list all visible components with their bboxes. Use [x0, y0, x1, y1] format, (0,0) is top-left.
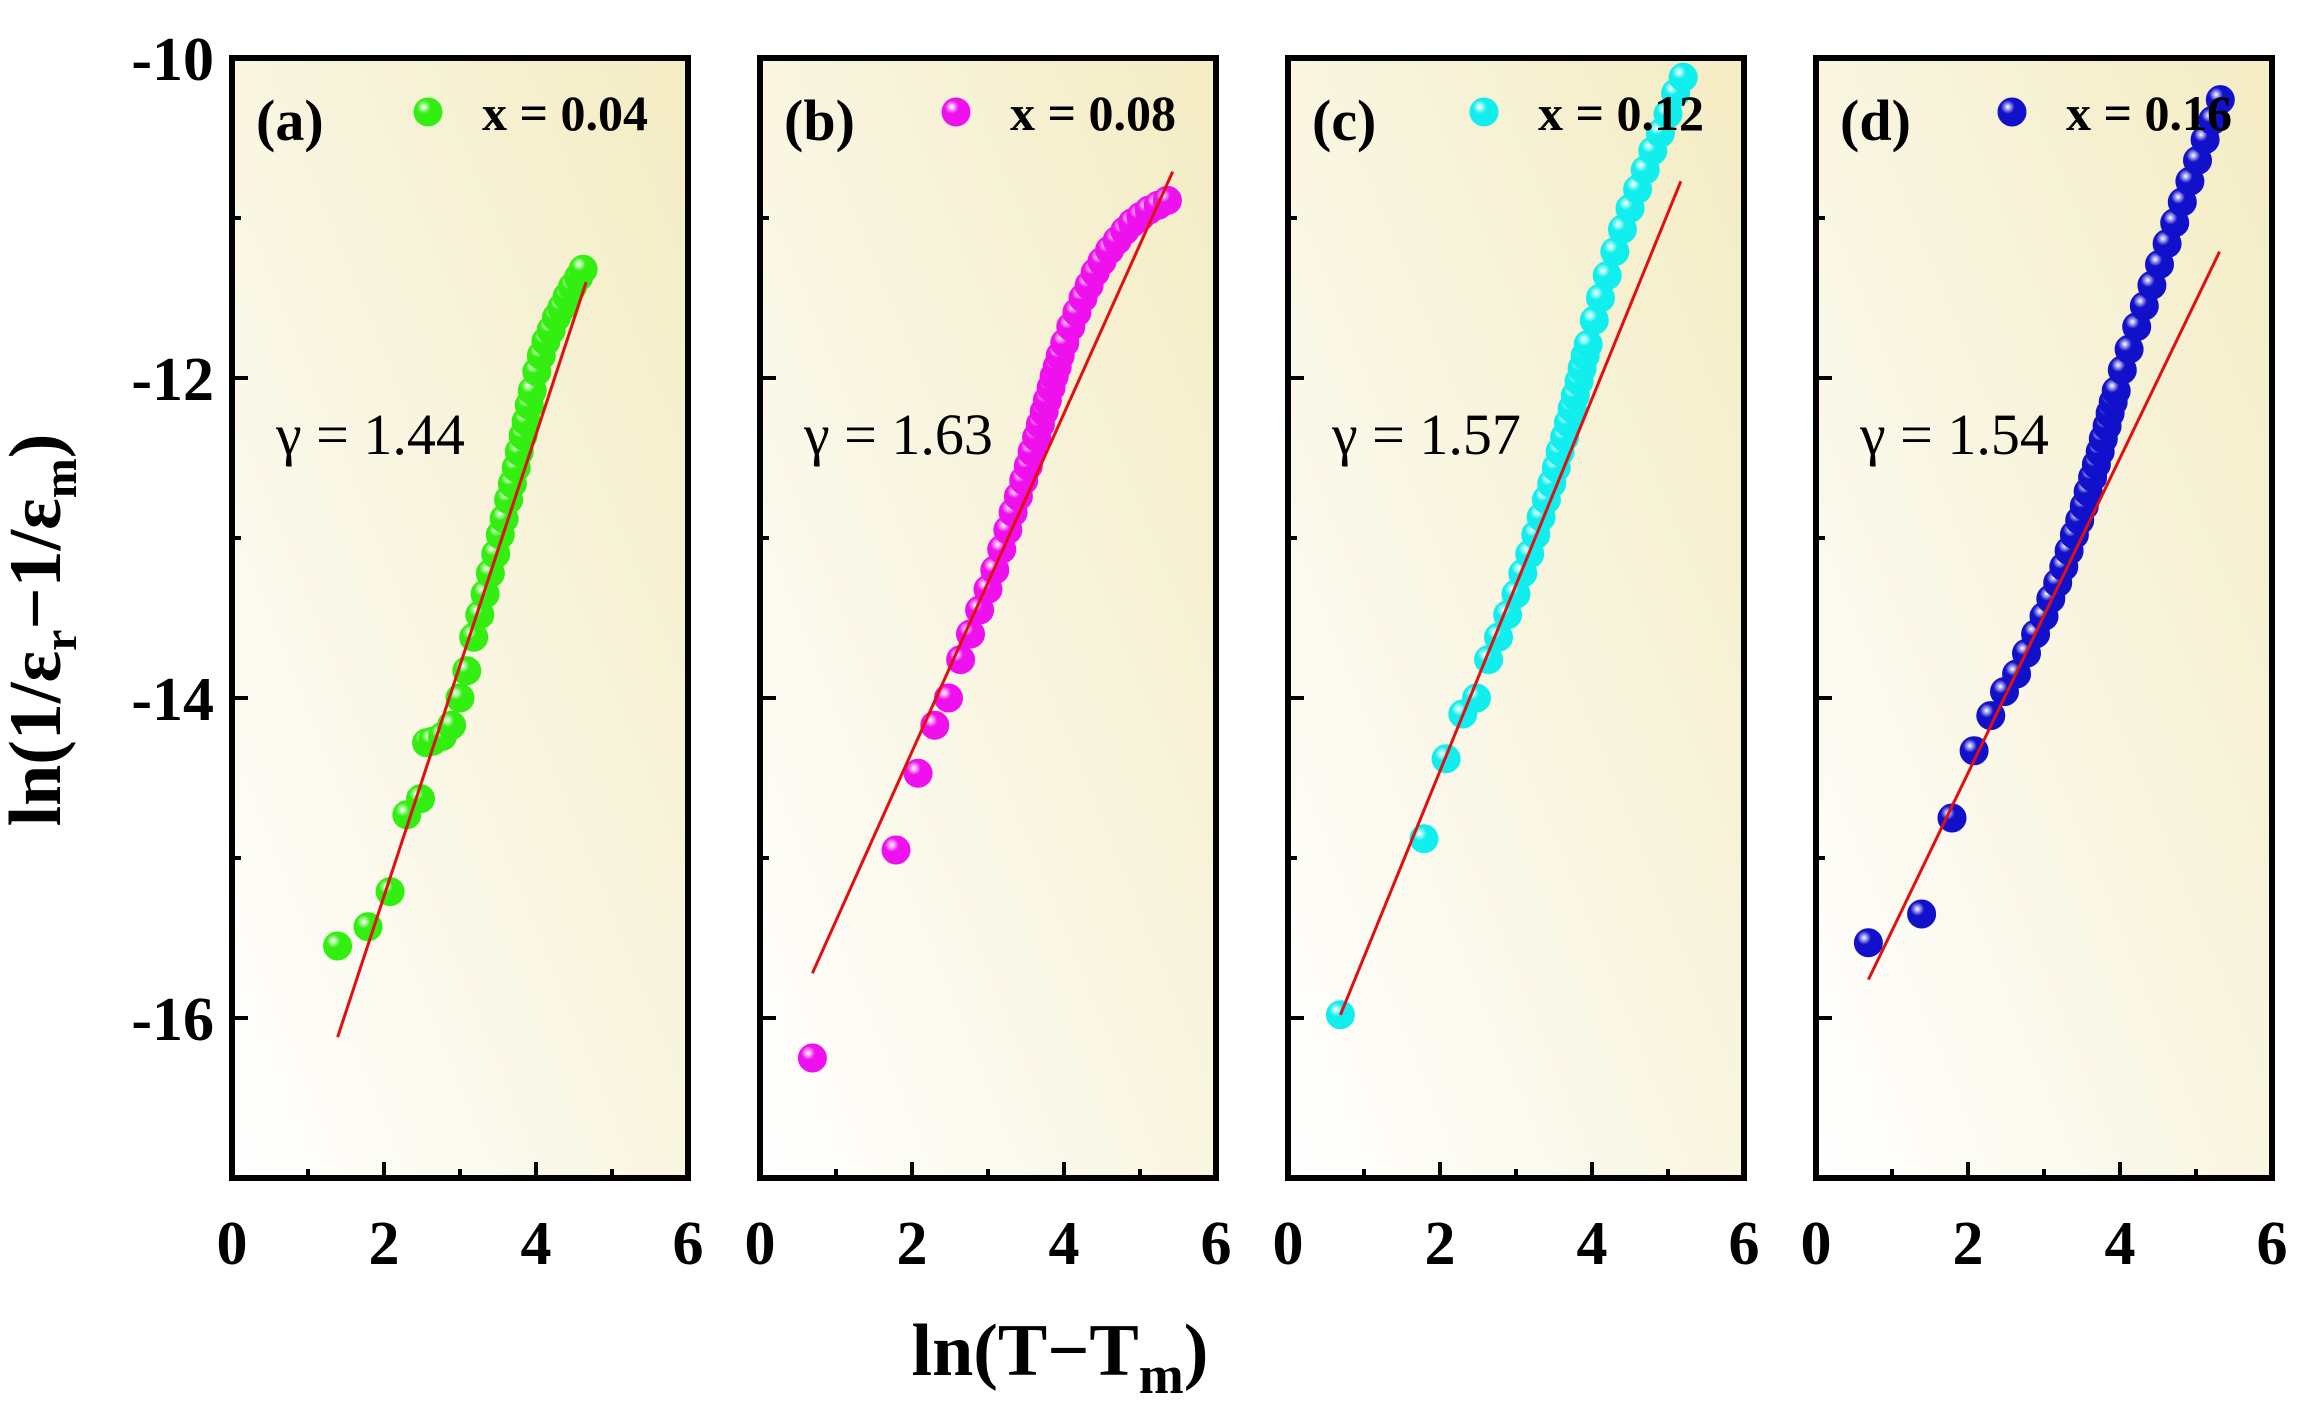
- x-tick-label: 2: [369, 1210, 400, 1278]
- fit-line: [336, 281, 588, 1038]
- data-point: [1409, 824, 1439, 854]
- x-tick-label: 0: [217, 1210, 248, 1278]
- data-point: [437, 710, 467, 740]
- data-point: [1907, 899, 1937, 929]
- x-axis-title-main: ln(T−T: [912, 1310, 1139, 1392]
- panel-label: (c): [1312, 88, 1376, 153]
- x-tick-label: 6: [1729, 1210, 1760, 1278]
- x-tick-label: 6: [1201, 1210, 1232, 1278]
- panel-b: 0 2 4 6 (b) x = 0.08 γ = 1.63: [745, 55, 1232, 1278]
- y-axis-title-main: ln(1/ε: [0, 651, 77, 827]
- x-tick-label: 0: [1801, 1210, 1832, 1278]
- y-tick-label: -14: [131, 666, 214, 734]
- panel-label: (d): [1840, 88, 1911, 153]
- x-tick-label: 2: [897, 1210, 928, 1278]
- data-point: [797, 1043, 827, 1073]
- fit-line: [1867, 250, 2221, 981]
- legend-marker: [1997, 97, 2027, 127]
- data-point: [1853, 928, 1883, 958]
- legend-label: x = 0.16: [2066, 85, 2232, 141]
- x-tick-label: 0: [1273, 1210, 1304, 1278]
- data-point: [1668, 62, 1698, 92]
- legend-label: x = 0.12: [1538, 85, 1704, 141]
- legend-label: x = 0.04: [482, 85, 648, 141]
- legend-marker: [941, 97, 971, 127]
- y-tick-label: -12: [131, 346, 214, 414]
- x-tick-label: 4: [1049, 1210, 1080, 1278]
- x-tick-label: 6: [2257, 1210, 2288, 1278]
- x-tick-label: 4: [521, 1210, 552, 1278]
- x-axis-title: ln(T−Tm): [912, 1310, 1209, 1405]
- y-axis-title-close: ): [0, 434, 77, 459]
- x-tick-label: 2: [1425, 1210, 1456, 1278]
- data-point: [946, 645, 976, 675]
- legend-label: x = 0.08: [1010, 85, 1176, 141]
- data-point: [1325, 1000, 1355, 1030]
- data-point: [1152, 185, 1182, 215]
- panel-d: 0 2 4 6 (d) x = 0.16 γ = 1.54: [1801, 55, 2288, 1278]
- panel-c: 0 2 4 6 (c) x = 0.12 γ = 1.57: [1273, 55, 1760, 1278]
- gamma-annotation: γ = 1.44: [275, 402, 465, 467]
- panels: 0 2 4 6 -10 -12 -14 -16 (a) x = 0.04 γ = 1.44 0 2 4 6 (…: [131, 26, 2287, 1278]
- y-tick-label: -16: [131, 986, 214, 1054]
- y-tick-label: -10: [131, 26, 214, 94]
- gamma-annotation: γ = 1.63: [803, 402, 993, 467]
- fit-line: [1339, 180, 1683, 1016]
- fit-line: [811, 170, 1175, 974]
- x-tick-label: 4: [2105, 1210, 2136, 1278]
- x-tick-label: 2: [1953, 1210, 1984, 1278]
- y-axis-title-sub-m: m: [34, 458, 87, 498]
- panel-a: 0 2 4 6 -10 -12 -14 -16 (a) x = 0.04 γ = 1.44: [131, 26, 703, 1278]
- y-axis-title: ln(1/εr−1/εm): [0, 434, 87, 827]
- gamma-annotation: γ = 1.54: [1859, 402, 2049, 467]
- x-tick-label: 4: [1577, 1210, 1608, 1278]
- data-point: [934, 683, 963, 713]
- data-point: [2205, 85, 2235, 115]
- x-tick-label: 0: [745, 1210, 776, 1278]
- x-axis-title-close: ): [1184, 1310, 1209, 1392]
- y-axis-title-sub-r: r: [34, 630, 87, 651]
- data-point: [568, 254, 598, 284]
- panel-label: (b): [784, 88, 855, 153]
- x-tick-label: 6: [673, 1210, 704, 1278]
- gamma-annotation: γ = 1.57: [1331, 402, 1521, 467]
- data-point: [903, 758, 933, 788]
- data-point: [881, 835, 911, 865]
- legend-marker: [413, 97, 443, 127]
- x-axis-title-sub: m: [1139, 1345, 1184, 1405]
- plot-background: [232, 58, 688, 1178]
- legend-marker: [1469, 97, 1499, 127]
- y-axis-title-mid: −1/ε: [0, 498, 77, 629]
- data-point: [1573, 329, 1603, 359]
- data-point: [323, 931, 353, 961]
- panel-label: (a): [256, 88, 324, 153]
